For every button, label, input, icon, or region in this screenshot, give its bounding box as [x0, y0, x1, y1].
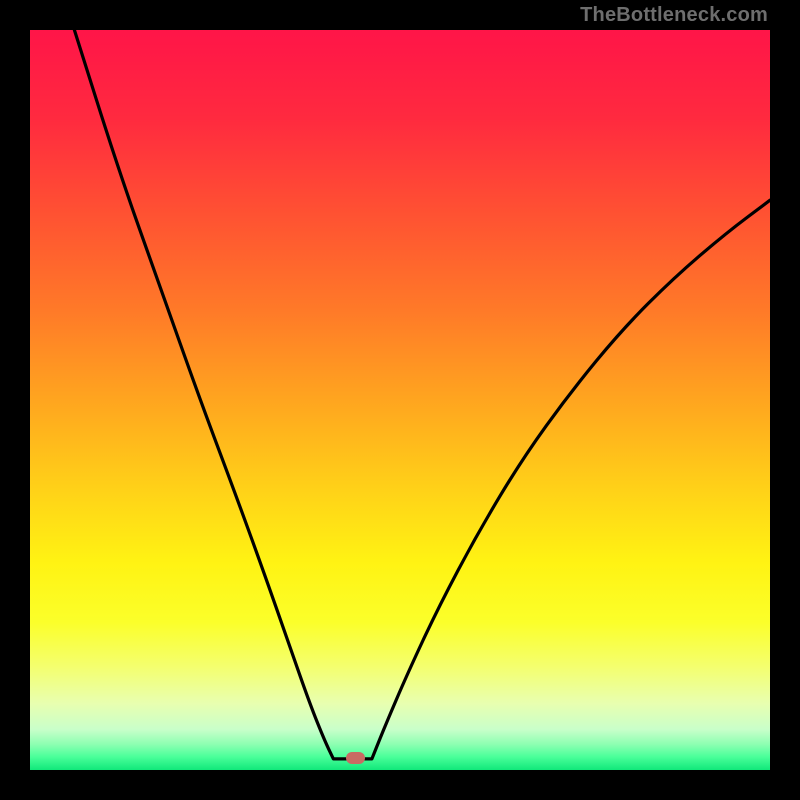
outer-frame: TheBottleneck.com — [0, 0, 800, 800]
watermark-text: TheBottleneck.com — [580, 4, 768, 27]
optimum-marker — [346, 752, 365, 764]
bottleneck-curve — [30, 30, 770, 770]
plot-area — [30, 30, 770, 770]
